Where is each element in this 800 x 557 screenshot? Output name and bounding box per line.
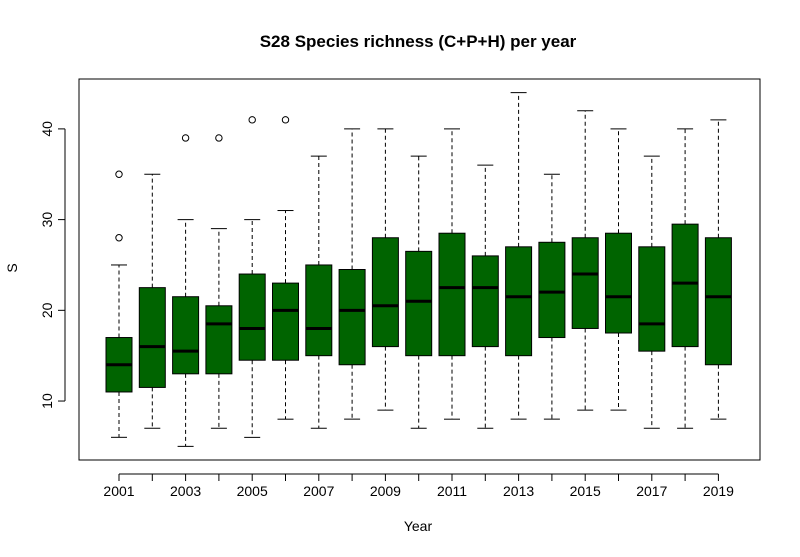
box-2005 (238, 116, 266, 438)
box-2004 (205, 134, 233, 429)
box-iqr (405, 250, 433, 357)
box-2012 (471, 164, 499, 429)
x-tick-label: 2005 (237, 483, 268, 499)
box-2001 (105, 170, 133, 438)
box-iqr (605, 232, 632, 334)
y-tick-label: 40 (39, 121, 55, 137)
y-tick-label: 20 (39, 302, 55, 318)
box-2018 (671, 128, 699, 429)
box-iqr (272, 282, 299, 361)
box-iqr (205, 305, 233, 375)
x-tick-label: 2001 (103, 483, 134, 499)
box-iqr (138, 287, 166, 388)
box-iqr (538, 241, 566, 339)
box-iqr (704, 237, 732, 366)
box-2002 (138, 173, 166, 429)
box-2015 (571, 110, 599, 411)
x-tick-label: 2015 (570, 483, 601, 499)
outlier-point (115, 170, 123, 178)
box-2017 (638, 155, 666, 429)
box-2008 (338, 128, 366, 420)
box-2007 (305, 155, 333, 429)
outlier-point (215, 134, 223, 142)
x-tick-label: 2007 (303, 483, 334, 499)
x-tick-label: 2003 (170, 483, 201, 499)
box-2014 (538, 173, 566, 420)
x-tick-label: 2019 (703, 483, 734, 499)
y-tick-label: 10 (39, 393, 55, 409)
x-tick-label: 2017 (636, 483, 667, 499)
box-2010 (405, 155, 433, 429)
plot-frame (78, 78, 761, 461)
box-iqr (638, 246, 666, 352)
x-axis-label: Year (404, 518, 433, 534)
outlier-point (181, 134, 190, 142)
y-tick-label: 30 (39, 212, 55, 228)
outlier-point (281, 116, 290, 124)
box-2003 (172, 134, 200, 447)
x-tick-label: 2013 (503, 483, 534, 499)
box-iqr (505, 246, 533, 357)
box-iqr (338, 269, 366, 366)
box-iqr (471, 255, 499, 348)
box-iqr (371, 237, 399, 348)
box-2016 (605, 128, 632, 411)
x-tick-label: 2009 (370, 483, 401, 499)
chart-title: S28 Species richness (C+P+H) per year (260, 32, 577, 51)
box-iqr (671, 223, 699, 348)
outlier-point (248, 116, 256, 124)
box-2019 (704, 119, 732, 420)
box-iqr (238, 273, 266, 361)
y-axis-label: S (4, 263, 20, 272)
box-iqr (172, 296, 200, 375)
plot-area: 10 20 30 40 2001 2003 2005 2007 2009 2011 2013 2015… (39, 92, 734, 499)
box-2013 (505, 92, 533, 420)
box-iqr (571, 237, 599, 329)
x-tick-label: 2011 (437, 483, 467, 499)
box-iqr (305, 264, 333, 357)
outlier-point (115, 234, 123, 242)
box-2006 (272, 116, 299, 420)
box-iqr (438, 232, 466, 357)
box-2009 (371, 128, 399, 411)
box-2011 (438, 128, 466, 420)
